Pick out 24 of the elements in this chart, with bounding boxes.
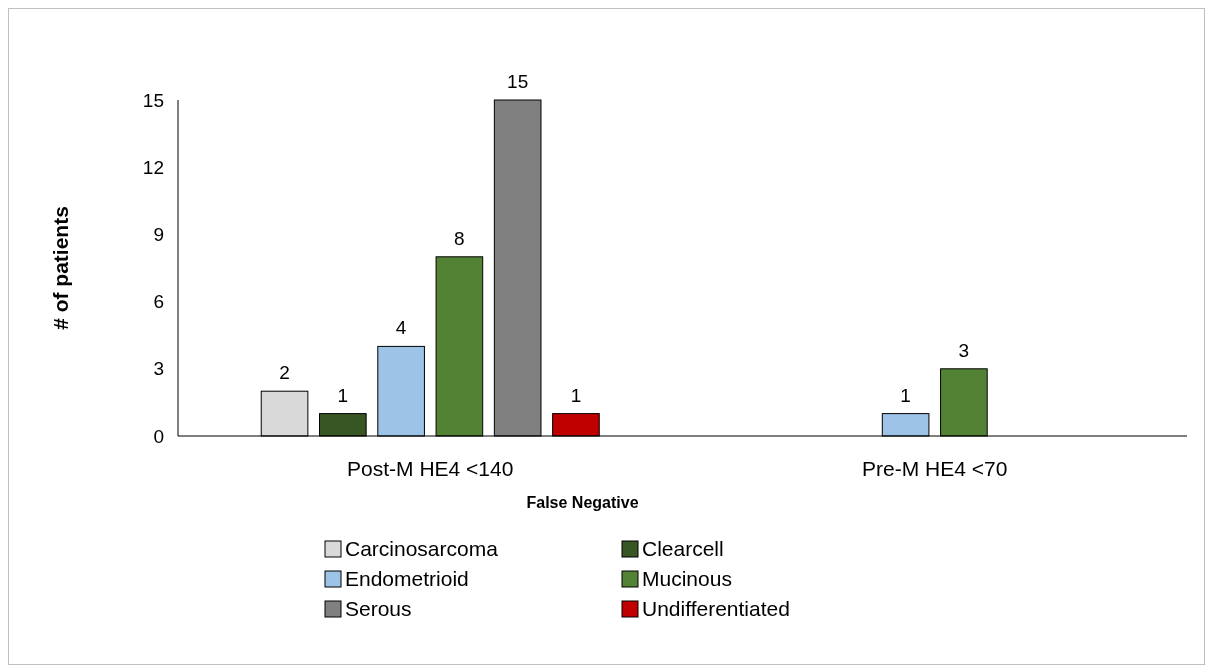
data-label: 1 bbox=[570, 384, 582, 406]
data-label: 3 bbox=[958, 339, 970, 361]
legend-label: Clearcell bbox=[642, 537, 724, 560]
y-tick-label: 0 bbox=[153, 425, 164, 447]
data-label: 1 bbox=[337, 384, 349, 406]
legend-label: Carcinosarcoma bbox=[345, 537, 499, 560]
x-tick-label: Post-M HE4 <140 bbox=[347, 457, 514, 480]
y-tick-label: 9 bbox=[153, 224, 164, 246]
data-label: 15 bbox=[507, 71, 529, 92]
data-label: 4 bbox=[395, 317, 407, 339]
y-tick-label: 6 bbox=[153, 291, 164, 313]
y-tick-label: 15 bbox=[142, 89, 164, 111]
data-label: 2 bbox=[279, 362, 290, 384]
legend-label: Serous bbox=[345, 597, 412, 620]
data-label: 8 bbox=[454, 227, 465, 249]
legend-label: Undifferentiated bbox=[642, 597, 790, 620]
y-tick-label: 12 bbox=[142, 156, 164, 178]
y-tick-label: 3 bbox=[153, 358, 164, 380]
x-axis-title: False Negative bbox=[526, 494, 639, 511]
legend-label: Endometrioid bbox=[345, 567, 469, 590]
legend-label: Mucinous bbox=[642, 567, 732, 590]
data-label: 1 bbox=[900, 384, 911, 406]
y-axis-title: # of patients bbox=[49, 206, 72, 330]
x-tick-label: Pre-M HE4 <70 bbox=[862, 457, 1008, 480]
